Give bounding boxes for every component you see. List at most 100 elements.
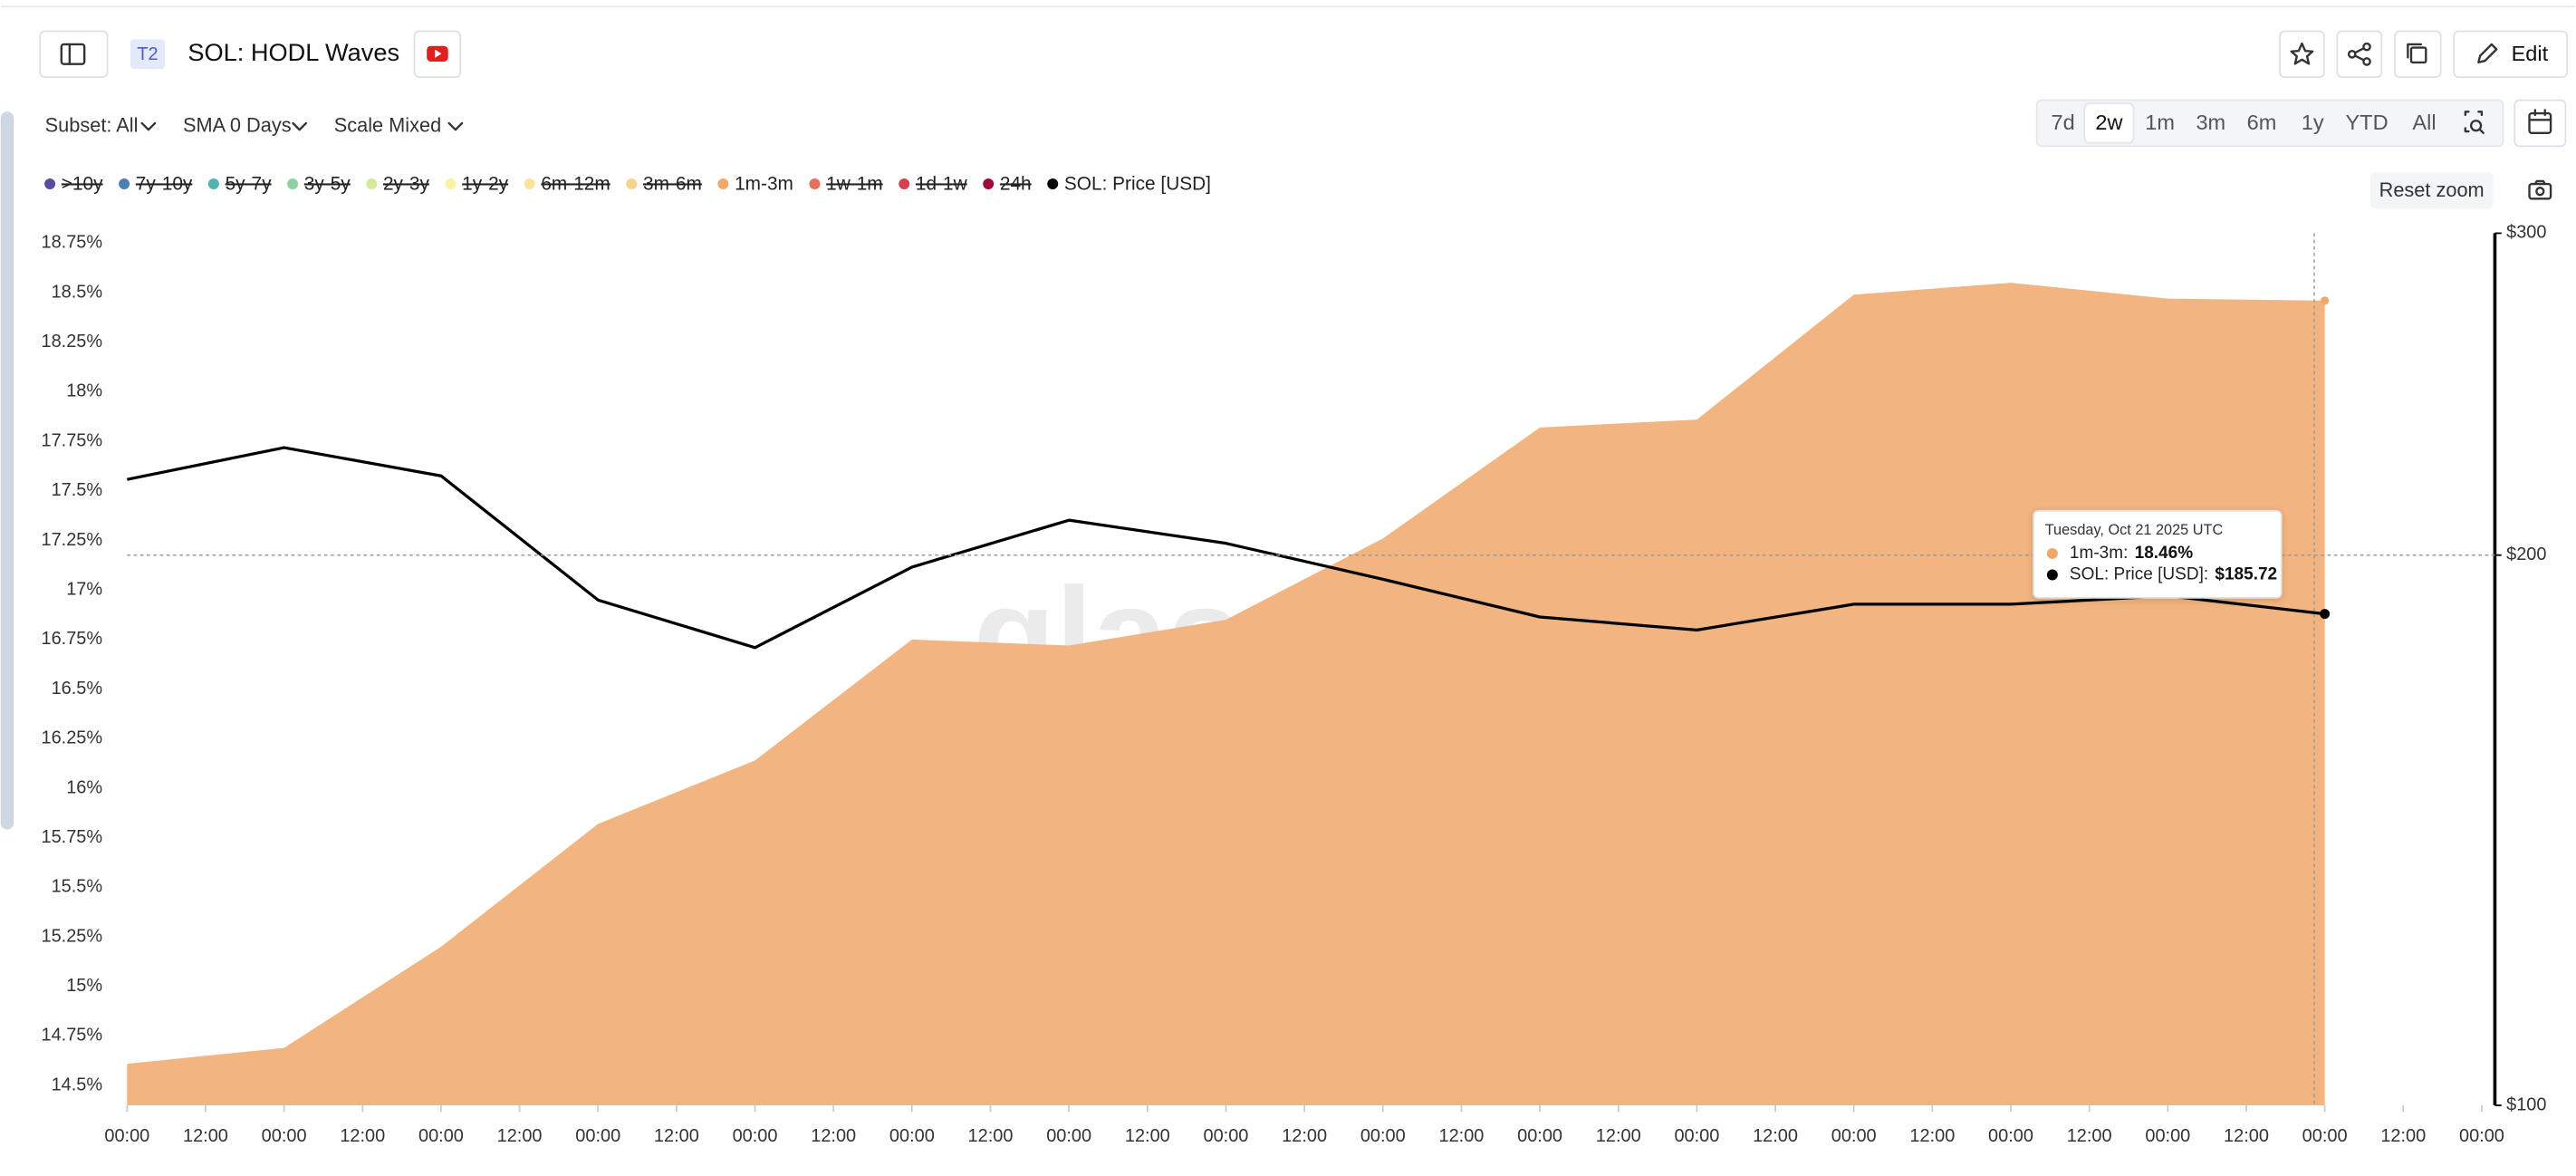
legend-marker[interactable] <box>626 178 638 190</box>
legend-marker[interactable] <box>717 178 729 190</box>
x-tick-label: 12:00 <box>1282 1126 1327 1146</box>
camera-icon[interactable] <box>2528 179 2552 200</box>
legend-marker[interactable] <box>1047 178 1059 190</box>
legend-label[interactable]: 3m-6m <box>643 173 702 194</box>
legend-label[interactable]: 24h <box>1000 173 1032 194</box>
legend-label[interactable]: 6m-12m <box>541 173 610 194</box>
hover-dot <box>2320 609 2331 620</box>
page-title: SOL: HODL Waves <box>187 38 399 66</box>
tooltip-value: $185.72 <box>2215 565 2277 584</box>
tooltip-label: SOL: Price [USD]: <box>2070 565 2208 584</box>
reset-zoom-button[interactable] <box>2369 172 2494 209</box>
edit-label: Edit <box>2512 42 2549 65</box>
legend-marker[interactable] <box>207 178 219 190</box>
sidebar-button[interactable] <box>39 30 109 79</box>
legend-marker[interactable] <box>899 178 910 190</box>
y2-tick-label: $300 <box>2506 223 2546 243</box>
legend-label[interactable]: 1d-1w <box>916 173 968 194</box>
range-group <box>2035 99 2504 148</box>
favorite-button[interactable] <box>2279 30 2325 79</box>
range-button[interactable]: 1m <box>2145 111 2175 134</box>
y-tick-label: 16.5% <box>52 679 103 699</box>
share-button[interactable] <box>2336 30 2383 79</box>
tooltip-marker <box>2046 547 2058 559</box>
x-tick-label: 12:00 <box>1596 1126 1641 1146</box>
area <box>127 283 2325 1106</box>
x-tick-label: 00:00 <box>2302 1126 2348 1146</box>
subset-dropdown[interactable]: Subset: All <box>45 113 139 136</box>
x-tick-label: 00:00 <box>2145 1126 2190 1146</box>
x-tick-label: 12:00 <box>1438 1126 1484 1146</box>
range-button[interactable]: 2w <box>2095 111 2123 134</box>
legend-label[interactable]: 1m-3m <box>735 173 793 194</box>
y-tick-label: 15.5% <box>52 877 103 897</box>
legend-label[interactable]: 5y-7y <box>226 173 273 194</box>
range-button[interactable]: 3m <box>2196 111 2225 134</box>
sma-dropdown[interactable]: SMA 0 Days <box>183 113 292 136</box>
range-button[interactable]: All <box>2412 111 2436 134</box>
x-tick-label: 12:00 <box>654 1126 699 1146</box>
zoom-select-icon[interactable] <box>2464 111 2485 135</box>
y-tick-label: 15.25% <box>41 926 102 946</box>
tooltip-value: 18.46% <box>2135 544 2194 563</box>
y-tick-label: 16.25% <box>41 728 102 748</box>
legend-label[interactable]: 1w-1m <box>826 173 883 194</box>
tooltip-box <box>2033 509 2283 599</box>
chevron <box>292 121 308 131</box>
tooltip-date: Tuesday, Oct 21 2025 UTC <box>2045 522 2224 538</box>
range-button[interactable]: 6m <box>2247 111 2277 134</box>
y2-tick-label: $200 <box>2506 545 2546 564</box>
legend-label[interactable]: 2y-3y <box>383 173 430 194</box>
legend-marker[interactable] <box>983 178 995 190</box>
x-tick-label: 12:00 <box>2224 1126 2269 1146</box>
x-tick-label: 00:00 <box>575 1126 620 1146</box>
range-button[interactable]: 1y <box>2302 111 2324 134</box>
copy-button[interactable] <box>2393 30 2442 79</box>
legend-marker[interactable] <box>445 178 457 190</box>
legend-marker[interactable] <box>366 178 378 190</box>
legend-marker[interactable] <box>287 178 299 190</box>
x-tick-label: 12:00 <box>811 1126 856 1146</box>
legend-marker[interactable] <box>119 178 130 190</box>
calendar-button[interactable] <box>2514 99 2567 148</box>
legend-marker[interactable] <box>524 178 535 190</box>
tooltip-marker <box>2046 569 2058 581</box>
x-tick-label: 12:00 <box>1753 1126 1798 1146</box>
calendar-icon <box>2528 109 2552 135</box>
x-tick-label: 00:00 <box>1204 1126 1249 1146</box>
x-tick-label: 12:00 <box>183 1126 228 1146</box>
reset-zoom-label: Reset zoom <box>2379 178 2485 201</box>
x-tick-label: 00:00 <box>2459 1126 2504 1146</box>
x-tick-label: 00:00 <box>1674 1126 1719 1146</box>
legend-marker[interactable] <box>809 178 821 190</box>
y2-tick-label: $100 <box>2506 1094 2546 1114</box>
legend-label[interactable]: SOL: Price [USD] <box>1064 173 1211 194</box>
star-icon <box>2290 42 2314 65</box>
range-selected <box>2083 102 2135 144</box>
x-tick-label: 12:00 <box>2380 1126 2426 1146</box>
x-tick-label: 12:00 <box>1125 1126 1170 1146</box>
legend-label[interactable]: 3y-5y <box>304 173 351 194</box>
range-button[interactable]: YTD <box>2345 111 2388 134</box>
hover-dot <box>2321 296 2330 305</box>
x-tick-label: 00:00 <box>1046 1126 1091 1146</box>
sidebar-icon <box>60 43 86 65</box>
line <box>126 446 2325 650</box>
edit-button[interactable] <box>2453 30 2569 79</box>
y-tick-label: 14.5% <box>52 1075 103 1094</box>
share-icon <box>2347 42 2371 66</box>
copy-icon <box>2407 43 2427 64</box>
y-tick-label: 18.25% <box>41 332 102 352</box>
legend-label[interactable]: 7y-10y <box>136 173 193 194</box>
scrollbar <box>0 111 14 830</box>
legend-label[interactable]: >10y <box>62 173 103 194</box>
y-tick-label: 17.25% <box>41 530 102 550</box>
chevron <box>447 121 464 131</box>
y-tick-label: 18.5% <box>52 282 103 302</box>
range-button[interactable]: 7d <box>2052 111 2075 134</box>
legend-marker[interactable] <box>44 178 56 190</box>
y-tick-label: 15% <box>66 976 102 996</box>
scale-dropdown[interactable]: Scale Mixed <box>334 113 441 136</box>
x-tick-label: 00:00 <box>262 1126 307 1146</box>
legend-label[interactable]: 1y-2y <box>462 173 509 194</box>
